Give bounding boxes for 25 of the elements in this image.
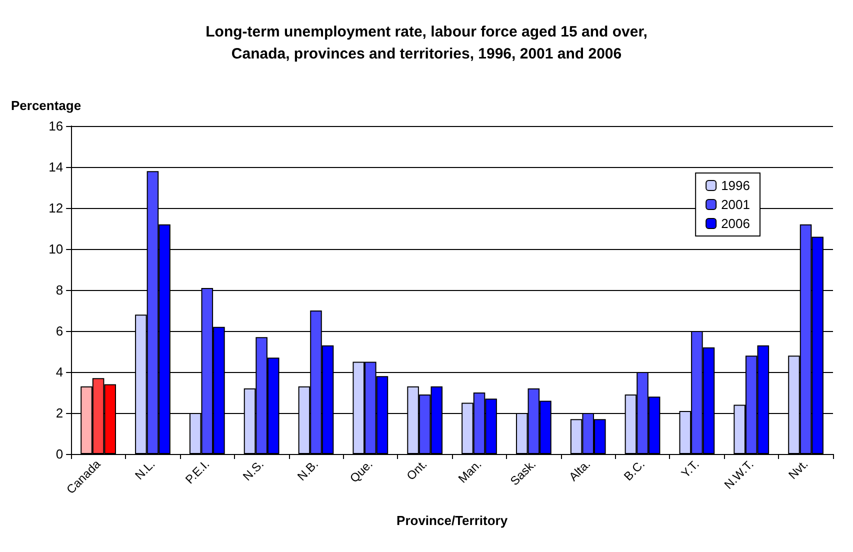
chart-title: Long-term unemployment rate, labour force aged 15 and over, Canada, provinces and territories, 1996, 2001 and 2006 <box>206 24 648 62</box>
y-tick-label: 14 <box>48 160 64 174</box>
x-tick-label: N.B. <box>294 457 321 484</box>
y-axis-title: Percentage <box>10 98 82 113</box>
y-tick-label: 4 <box>56 364 64 380</box>
x-tick-label: N.L. <box>132 457 158 482</box>
x-tick-label: Nvt. <box>786 457 811 482</box>
x-tick-label: Ont. <box>404 457 430 483</box>
y-tick-label: 10 <box>48 242 64 256</box>
legend-label: 1996 <box>721 178 750 193</box>
x-tick-label: Man. <box>455 457 484 486</box>
y-tick-label: 2 <box>56 406 64 420</box>
legend-label: 2001 <box>721 197 750 212</box>
x-tick-label: B.C. <box>621 457 648 484</box>
y-tick-label: 12 <box>48 200 64 216</box>
x-tick-label: Y.T. <box>678 457 702 480</box>
y-tick-label: 0 <box>56 446 64 462</box>
legend-label: 2006 <box>721 216 750 231</box>
y-tick-label: 8 <box>56 282 64 298</box>
x-axis-title: Province/Territory <box>396 513 508 528</box>
x-tick-label: Que. <box>347 457 376 486</box>
y-tick-label: 6 <box>56 324 64 338</box>
y-tick-label: 16 <box>48 118 64 134</box>
x-tick-label: N.S. <box>240 457 267 484</box>
x-tick-label: Alta. <box>566 457 594 484</box>
